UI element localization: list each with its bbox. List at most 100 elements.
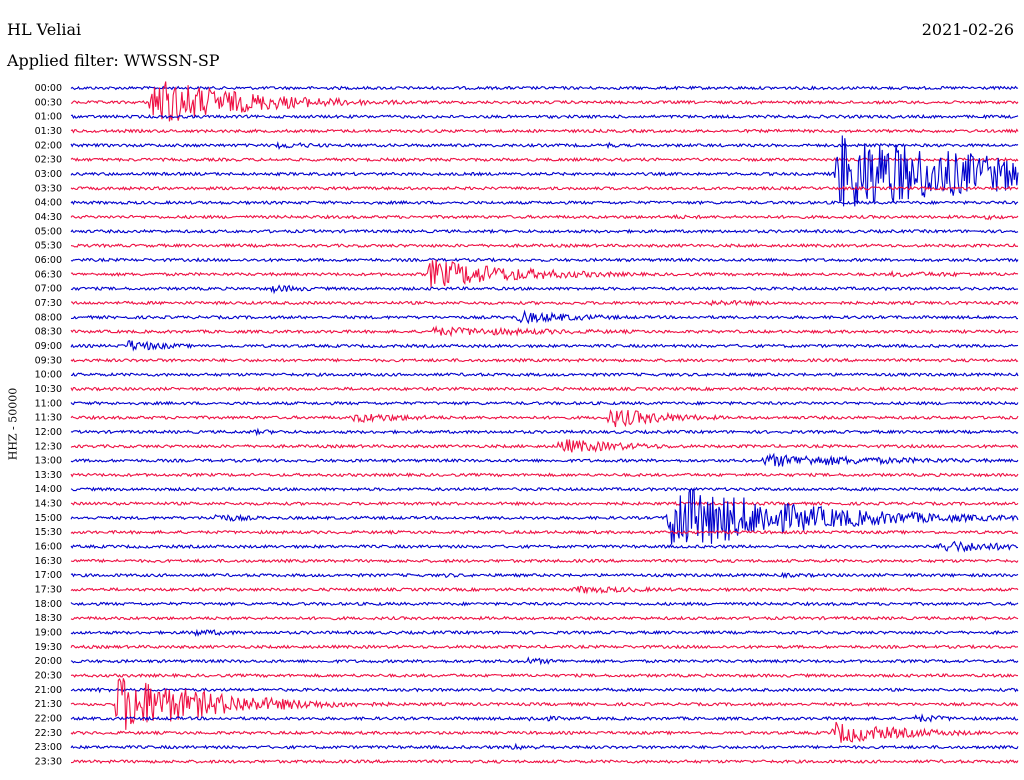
trace-line [70,644,1019,650]
tick-label: 08:30 [35,327,62,338]
tick-label: 00:30 [35,97,62,108]
tick-label: 06:00 [35,255,62,266]
trace-line [70,128,1019,134]
trace-line [70,601,1019,607]
station-name: HL Veliai [7,20,82,39]
trace-line [70,325,1019,338]
tick-label: 18:00 [35,599,62,610]
tick-label: 20:30 [35,671,62,682]
tick-label: 21:00 [35,685,62,696]
tick-label: 07:30 [35,298,62,309]
trace-line [70,309,1019,325]
tick-label: 01:30 [35,126,62,137]
trace-line [70,721,1019,743]
tick-label: 19:30 [35,642,62,653]
tick-label: 22:00 [35,714,62,725]
tick-label: 17:00 [35,570,62,581]
tick-label: 21:30 [35,699,62,710]
tick-label: 07:00 [35,284,62,295]
trace-line [70,439,1019,453]
tick-label: 16:30 [35,556,62,567]
trace-line [70,200,1019,206]
trace-line [70,656,1019,666]
trace-line [70,85,1019,91]
trace-line [70,81,1019,122]
trace-line [70,284,1019,295]
tick-label: 02:30 [35,155,62,166]
trace-line [70,742,1019,751]
tick-label: 11:00 [35,398,62,409]
tick-label: 17:30 [35,585,62,596]
tick-label: 19:00 [35,628,62,639]
tick-label: 00:00 [35,83,62,94]
trace-line [70,486,1019,492]
tick-label: 12:30 [35,441,62,452]
trace-line [70,678,1019,730]
trace-line [70,228,1019,235]
trace-line [70,185,1019,191]
tick-label: 15:00 [35,513,62,524]
tick-label: 18:30 [35,613,62,624]
tick-label: 03:00 [35,169,62,180]
trace-line [71,758,1019,765]
trace-line [70,213,1019,221]
tick-label: 01:00 [35,112,62,123]
trace-line [70,257,1019,263]
tick-label: 03:30 [35,183,62,194]
trace-line [70,357,1019,363]
trace-line [70,472,1019,478]
tick-label: 15:30 [35,527,62,538]
trace-line [70,135,1019,207]
tick-label: 13:00 [35,456,62,467]
trace-line [70,427,1019,437]
trace-line [71,299,1019,307]
trace-line [70,686,1019,694]
tick-label: 04:00 [35,198,62,209]
trace-line [70,452,1019,468]
trace-line [70,615,1019,621]
trace-line [70,340,1019,352]
trace-line [70,400,1019,406]
tick-label: 09:00 [35,341,62,352]
tick-label: 10:00 [35,370,62,381]
tick-label: 11:30 [35,413,62,424]
filter-label: Applied filter: WWSSN-SP [7,51,220,70]
trace-line [70,386,1019,392]
record-date: 2021-02-26 [921,20,1014,39]
tick-label: 23:00 [35,742,62,753]
trace-line [70,259,1019,288]
trace-group [70,81,1019,765]
tick-label: 14:30 [35,499,62,510]
trace-line [70,113,1019,120]
trace-line [70,529,1019,536]
tick-label: 16:00 [35,542,62,553]
tick-label: 13:30 [35,470,62,481]
tick-label: 02:00 [35,140,62,151]
trace-line [70,156,1019,163]
tick-label: 14:00 [35,484,62,495]
tick-label: 05:30 [35,241,62,252]
trace-line [70,672,1019,679]
tick-label: 08:00 [35,312,62,323]
trace-line [70,486,1019,545]
tick-label: 23:30 [35,757,62,768]
trace-line [70,540,1019,553]
tick-label-group: 00:00 00:30 01:00 01:30 02:00 02:30 03:00 03:30… [35,83,62,768]
trace-line [70,500,1019,507]
trace-line [70,571,1019,579]
tick-label: 22:30 [35,728,62,739]
tick-label: 20:00 [35,656,62,667]
tick-label: 12:00 [35,427,62,438]
trace-line [70,558,1019,564]
trace-line [70,141,1019,150]
tick-label: 05:00 [35,226,62,237]
trace-line [70,243,1019,249]
trace-line [70,409,1019,428]
tick-label: 10:30 [35,384,62,395]
tick-label: 06:30 [35,269,62,280]
tick-label: 09:30 [35,355,62,366]
trace-line [70,372,1019,378]
tick-label: 04:30 [35,212,62,223]
trace-line [70,628,1019,637]
